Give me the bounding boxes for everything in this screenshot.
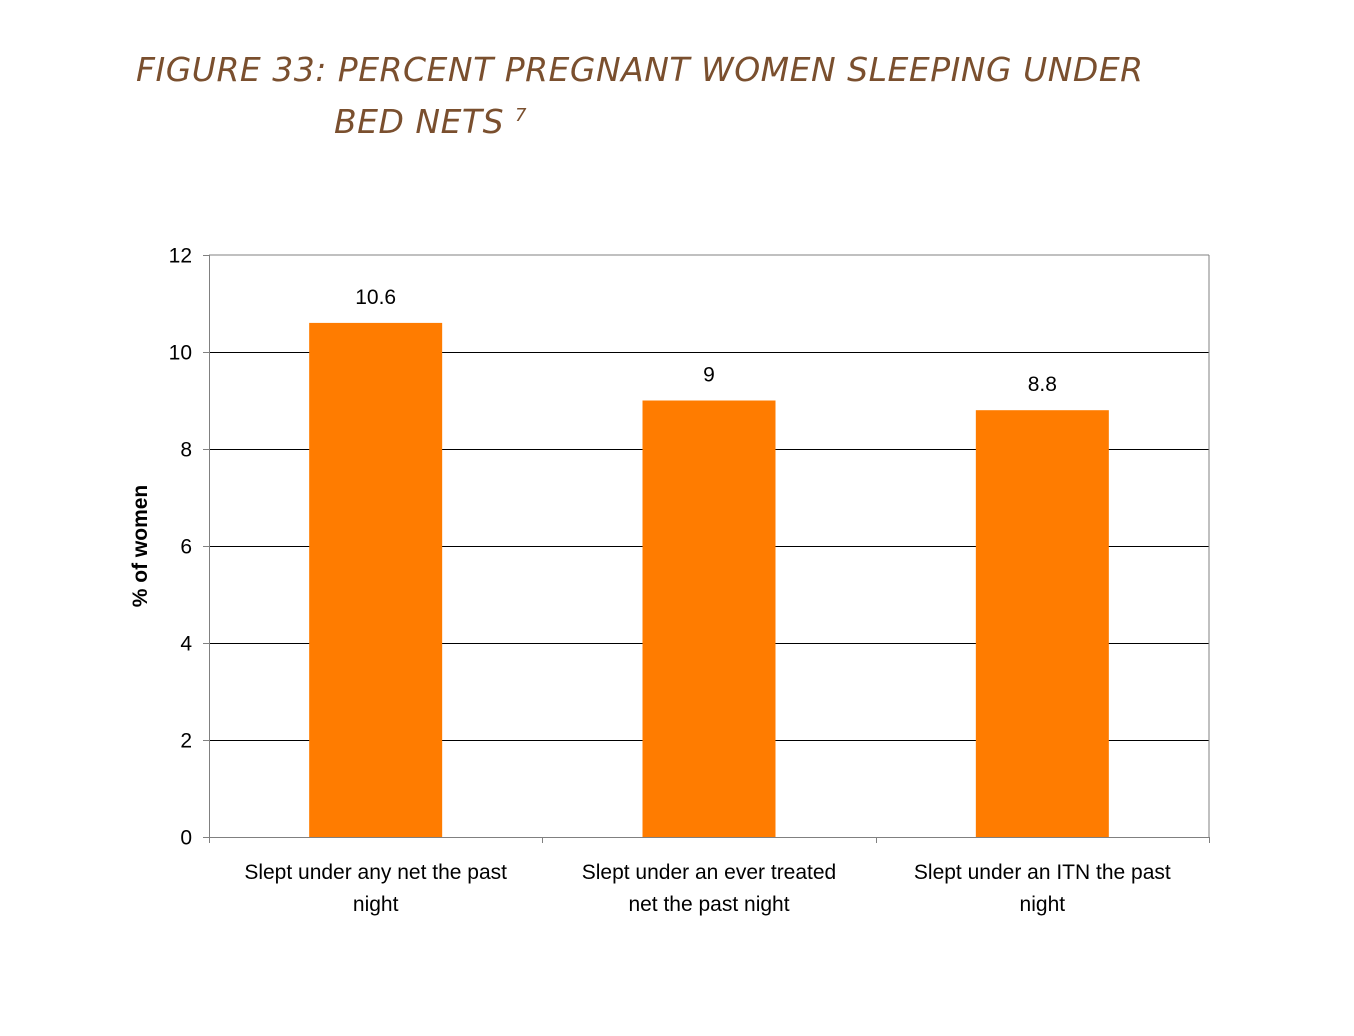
figure-title-line1: FIGURE 33: PERCENT PREGNANT WOMEN SLEEPI… (136, 50, 1144, 89)
x-category-label: Slept under an ever treated (582, 861, 837, 884)
x-category-label: night (353, 893, 399, 916)
y-tick-label: 2 (180, 730, 192, 753)
y-tick-label: 4 (180, 633, 192, 656)
x-category-label: net the past night (628, 893, 789, 916)
axes (203, 254, 1210, 843)
y-tick-label: 10 (169, 342, 192, 365)
y-tick-label: 6 (180, 536, 192, 559)
y-tick-label: 0 (180, 827, 192, 850)
y-axis-title: % of women (129, 485, 152, 608)
bar (642, 400, 776, 837)
x-category-label: Slept under any net the past (244, 861, 507, 884)
figure-title: FIGURE 33: PERCENT PREGNANT WOMEN SLEEPI… (136, 44, 1286, 148)
data-label: 9 (703, 364, 715, 387)
data-label: 8.8 (1028, 373, 1057, 396)
x-category-label: Slept under an ITN the past (914, 861, 1171, 884)
figure-title-line2: BED NETS (334, 102, 505, 141)
data-label: 10.6 (355, 286, 396, 309)
labels: 0 2 4 6 8 10 12 10.6 9 8.8 Slept under any net the… (169, 245, 1171, 917)
bar (975, 410, 1109, 837)
y-tick-label: 8 (180, 439, 192, 462)
bar (309, 322, 443, 837)
x-category-label: night (1020, 893, 1066, 916)
bars (309, 322, 1109, 837)
y-tick-label: 12 (169, 245, 192, 268)
footnote-marker: 7 (515, 105, 527, 126)
